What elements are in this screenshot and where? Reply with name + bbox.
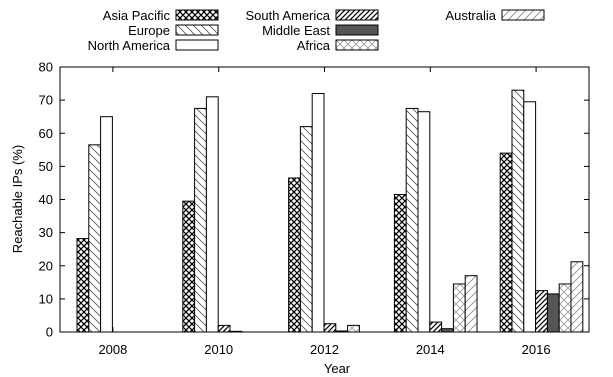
y-tick-label: 20 [39,258,53,273]
bar-middle-east-2012 [335,330,349,333]
bar-africa-2016 [558,283,572,333]
x-axis-label: Year [324,361,351,376]
bar-europe-2012 [299,126,313,333]
bar-asia-pacific-2008 [76,238,90,333]
legend-swatch [335,24,379,36]
bar-north-america-2008 [100,116,113,333]
legend-label: Asia Pacific [103,8,171,23]
x-tick-label: 2016 [522,342,551,357]
bar-north-america-2016 [523,101,537,333]
x-tick-label: 2010 [204,342,233,357]
y-tick-label: 60 [39,126,53,141]
bar-asia-pacific-2010 [182,200,196,333]
bar-europe-2016 [511,89,525,333]
bar-middle-east-2010 [229,330,243,333]
bar-south-america-2012 [323,323,337,333]
bar-asia-pacific-2014 [393,194,407,333]
legend-label: Australia [445,8,496,23]
y-tick-label: 70 [39,93,53,108]
bar-africa-2014 [452,283,466,333]
legend-label: North America [88,38,171,53]
y-tick-label: 10 [39,291,53,306]
x-tick-label: 2012 [310,342,339,357]
bar-australia-2016 [570,261,584,333]
bar-north-america-2014 [417,111,431,333]
bar-south-america-2014 [429,321,443,333]
y-tick-label: 30 [39,225,53,240]
bar-europe-2014 [405,107,419,333]
y-tick-label: 80 [39,60,53,75]
bar-north-america-2012 [311,93,325,333]
x-tick-label: 2008 [98,342,127,357]
legend-swatch [175,24,219,36]
legend-swatch [175,39,219,51]
bar-middle-east-2016 [546,293,560,333]
bar-africa-2012 [347,324,360,333]
bar-south-america-2010 [217,324,231,333]
legend-swatch [175,9,219,21]
y-axis-label: Reachable IPs (%) [10,145,25,253]
legend-label: Africa [297,38,331,53]
bar-north-america-2010 [205,96,219,333]
legend-swatch [335,39,379,51]
y-tick-label: 0 [46,325,53,340]
bar-middle-east-2014 [441,328,454,333]
bar-australia-2014 [464,275,478,333]
legend-label: Europe [128,23,170,38]
bar-europe-2010 [194,107,207,333]
legend-label: South America [245,8,330,23]
x-tick-label: 2014 [416,342,445,357]
bar-asia-pacific-2012 [288,177,301,333]
legend-swatch [501,9,545,21]
bar-asia-pacific-2016 [499,152,513,333]
legend-swatch [335,9,379,21]
bars-group [76,89,584,333]
y-tick-label: 50 [39,159,53,174]
y-tick-label: 40 [39,192,53,207]
legend-label: Middle East [262,23,330,38]
bar-europe-2008 [88,144,102,333]
axes: 0 10 20 30 40 50 60 70 80 2008 2010 2012 2014 2016 [39,60,590,357]
bar-south-america-2016 [535,290,548,333]
